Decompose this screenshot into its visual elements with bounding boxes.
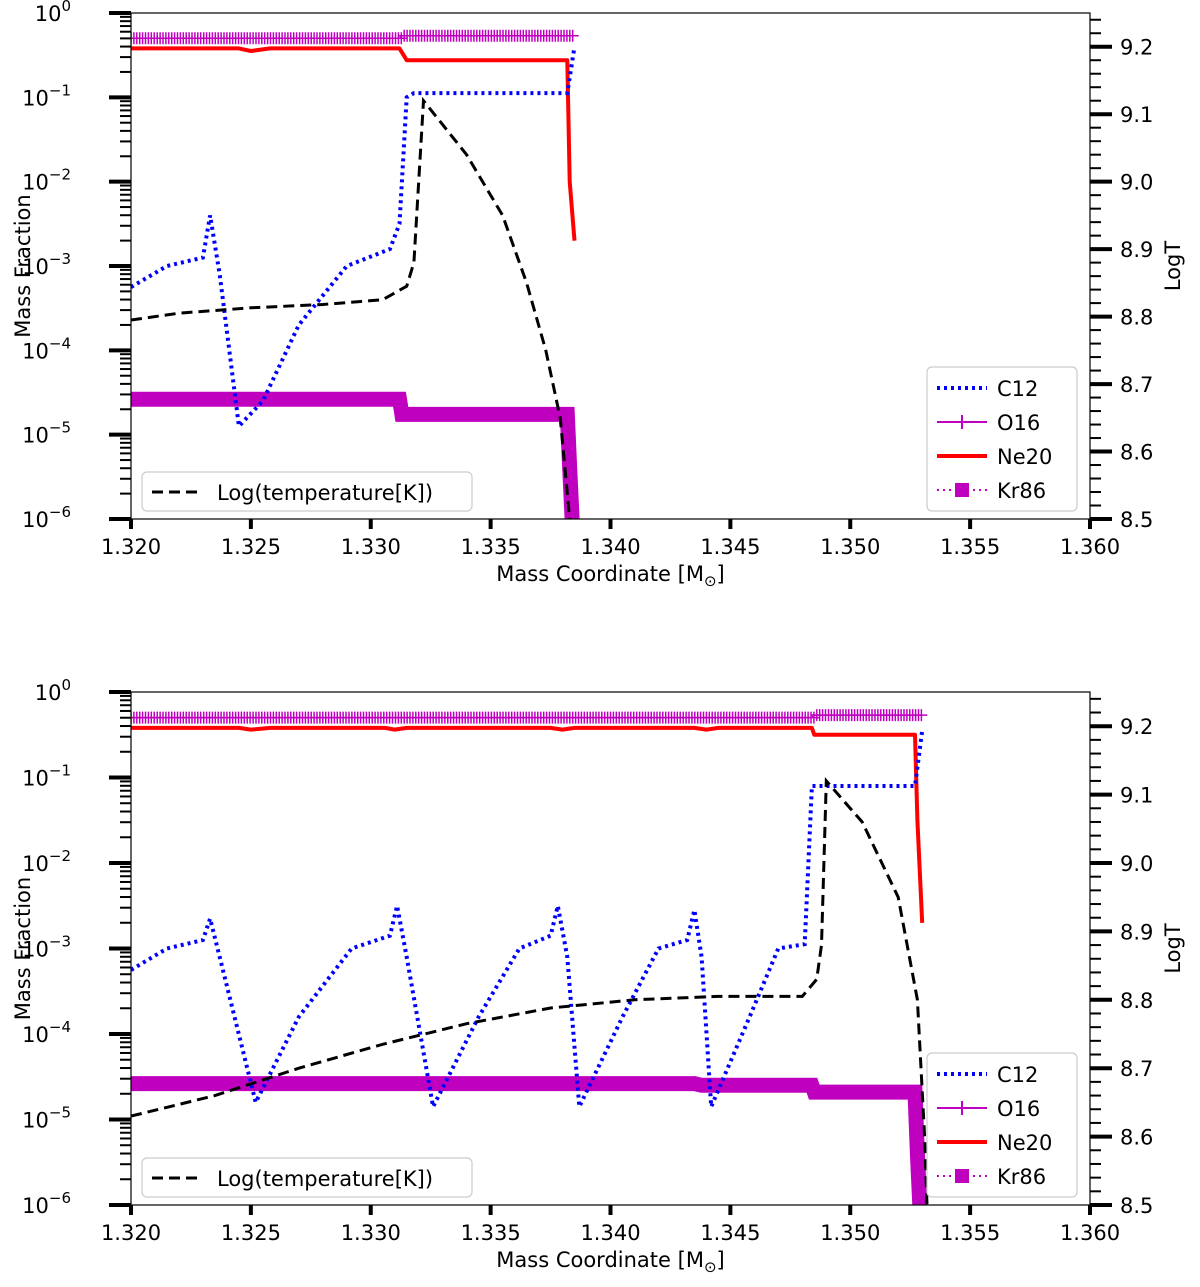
y2-tick-label: 8.5 — [1120, 508, 1153, 532]
legend-label: Log(temperature[K]) — [217, 1167, 433, 1191]
y-tick-label: 10−2 — [22, 166, 71, 195]
o16-markers — [131, 709, 928, 724]
legend-temperature: Log(temperature[K]) — [141, 1157, 473, 1198]
y2-axis-label: LogT — [1161, 241, 1185, 292]
temperature-line — [131, 777, 929, 1206]
c12-line — [131, 730, 925, 1115]
y-axis-label: Mass Fraction — [11, 877, 35, 1020]
panel-bottom: 1.320 1.325 1.330 1.335 1.340 1.345 1.350 1.355… — [11, 676, 1185, 1276]
y-tick-label: 10−3 — [22, 933, 71, 962]
x-tick-label: 1.345 — [700, 1221, 760, 1245]
legend-label: O16 — [997, 1097, 1040, 1121]
plot-area — [131, 709, 929, 1206]
y2-tick-label: 8.5 — [1120, 1194, 1153, 1218]
x-axis-label: Mass Coordinate [M⊙] — [496, 1248, 724, 1276]
y-tick-label: 10−6 — [22, 503, 71, 532]
y-axis-label: Mass Fraction — [11, 194, 35, 337]
y2-tick-label: 8.6 — [1120, 441, 1153, 465]
y2-tick-label: 8.7 — [1120, 373, 1153, 397]
y-tick-label: 10−1 — [22, 81, 71, 110]
y-tick-label: 10−6 — [22, 1189, 71, 1218]
x-tick-label: 1.330 — [341, 535, 401, 559]
y2-axis-label: LogT — [1161, 923, 1185, 974]
legend-box — [926, 366, 1078, 512]
x-tick-label: 1.320 — [101, 535, 161, 559]
y2-tick-label: 9.2 — [1120, 715, 1153, 739]
x-tick-label: 1.320 — [101, 1221, 161, 1245]
x-tick-label: 1.355 — [940, 535, 1000, 559]
plot-area — [131, 29, 580, 520]
legend-label: Kr86 — [997, 1165, 1046, 1189]
x-tick-label: 1.355 — [940, 1221, 1000, 1245]
y-tick-label: 100 — [35, 676, 71, 705]
y2-tick-label: 9.1 — [1120, 103, 1153, 127]
y-tick-label: 10−3 — [22, 250, 71, 279]
x-tick-label: 1.360 — [1060, 1221, 1120, 1245]
y2-tick-label: 8.8 — [1120, 989, 1153, 1013]
x-tick-label: 1.360 — [1060, 535, 1120, 559]
y2-tick-label: 9.0 — [1120, 852, 1153, 876]
y2-tick-label: 9.1 — [1120, 784, 1153, 808]
legend-label: C12 — [997, 377, 1038, 401]
x-tick-label: 1.335 — [461, 535, 521, 559]
y-tick-label: 100 — [35, 0, 71, 26]
y-tick-label: 10−5 — [22, 419, 71, 448]
x-tick-label: 1.350 — [820, 535, 880, 559]
legend-label: Ne20 — [997, 1131, 1052, 1155]
legend-label: Kr86 — [997, 479, 1046, 503]
y-tick-label: 10−4 — [22, 334, 71, 363]
legend-species: C12 O16 Ne20 Kr86 — [926, 1052, 1078, 1198]
y2-tick-label: 8.6 — [1120, 1126, 1153, 1150]
x-tick-label: 1.340 — [580, 535, 640, 559]
x-tick-label: 1.330 — [341, 1221, 401, 1245]
y-tick-label: 10−2 — [22, 847, 71, 876]
o16-markers — [131, 29, 579, 45]
legend-label: O16 — [997, 411, 1040, 435]
x-tick-label: 1.335 — [461, 1221, 521, 1245]
kr86-markers — [131, 1076, 928, 1206]
y2-tick-label: 8.9 — [1120, 238, 1153, 262]
temperature-line — [131, 96, 572, 520]
y2-tick-label: 9.2 — [1120, 36, 1153, 60]
legend-species: C12 O16 Ne20 Kr86 — [926, 366, 1078, 512]
y2-tick-label: 8.9 — [1120, 920, 1153, 944]
x-tick-label: 1.325 — [221, 535, 281, 559]
kr86-markers — [131, 391, 580, 520]
legend-square-marker — [955, 1169, 969, 1183]
legend-label: Log(temperature[K]) — [217, 481, 433, 505]
legend-plus-marker — [955, 1101, 969, 1115]
y-tick-label: 10−1 — [22, 762, 71, 791]
y-tick-label: 10−4 — [22, 1018, 71, 1047]
legend-plus-marker — [955, 415, 969, 429]
x-tick-label: 1.340 — [580, 1221, 640, 1245]
ne20-line — [131, 725, 925, 923]
x-tick-label: 1.350 — [820, 1221, 880, 1245]
x-tick-label: 1.345 — [700, 535, 760, 559]
legend-box — [141, 471, 473, 512]
ne20-line — [131, 46, 577, 241]
legend-square-marker — [955, 483, 969, 497]
x-axis-label: Mass Coordinate [M⊙] — [496, 562, 724, 590]
y-tick-label: 10−5 — [22, 1104, 71, 1133]
c12-line — [131, 46, 577, 431]
y2-tick-label: 8.7 — [1120, 1057, 1153, 1081]
legend-label: C12 — [997, 1063, 1038, 1087]
legend-box — [141, 1157, 473, 1198]
y2-tick-label: 9.0 — [1120, 171, 1153, 195]
x-tick-label: 1.325 — [221, 1221, 281, 1245]
legend-box — [926, 1052, 1078, 1198]
legend-label: Ne20 — [997, 445, 1052, 469]
legend-temperature: Log(temperature[K]) — [141, 471, 473, 512]
panel-top: 1.320 1.325 1.330 1.335 1.340 1.345 1.350 1.355… — [11, 0, 1185, 590]
y2-tick-label: 8.8 — [1120, 306, 1153, 330]
